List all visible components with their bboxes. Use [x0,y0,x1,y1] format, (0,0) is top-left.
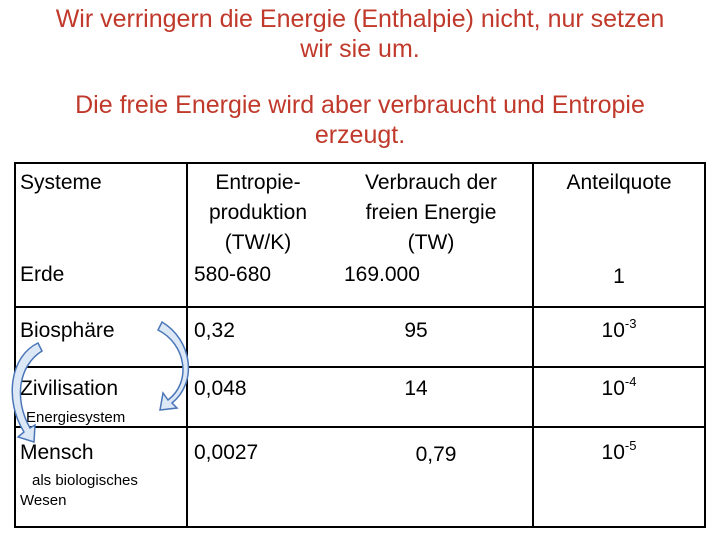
row-biosphaere-energy: 95 [404,319,428,342]
row-zivilisation-energy: 14 [404,377,428,400]
quota-base: 10 [601,319,625,342]
table-divider [16,306,704,308]
title-line-1: Wir verringern die Energie (Enthalpie) n… [55,5,665,33]
row-mensch-note: als biologisches Wesen [20,471,138,511]
row-zivilisation-note: Energiesystem [26,409,126,426]
header-energy-line: freien Energie [365,201,497,224]
table-divider [186,164,188,526]
table-divider [16,366,704,368]
header-energy-line: (TW) [407,231,455,254]
slide-subtitle: Die freie Energie wird aber verbraucht u… [0,90,720,150]
header-systems: Systeme [20,171,102,194]
header-entropy-line: Entropie- [215,171,301,194]
subtitle-line-2: erzeugt. [314,121,406,149]
header-entropy-line: (TW/K) [224,231,292,254]
cycle-arrow-left-icon [11,342,43,444]
row-erde-entropy: 580-680 [194,263,272,286]
row-biosphaere-entropy: 0,32 [194,319,235,342]
table-divider [532,164,534,526]
row-biosphaere-quota: 10-3 [534,316,704,346]
quota-exponent: -4 [624,374,637,389]
quota-exponent: -3 [624,316,637,331]
header-entropy-line: produktion [208,201,308,224]
slide-title: Wir verringern die Energie (Enthalpie) n… [0,4,720,64]
row-mensch-energy: 0,79 [415,443,457,466]
row-zivilisation-quota: 10-4 [534,374,704,404]
energy-table: Systeme Entropie- produktion (TW/K) Verb… [14,162,706,528]
row-zivilisation-system: Zivilisation [20,377,119,400]
cycle-arrow-right-icon [156,320,190,411]
row-mensch-entropy: 0,0027 [194,441,259,464]
header-quota: Anteilquote [566,171,672,194]
row-mensch-note-line: Wesen [20,492,67,509]
title-line-2: wir sie um. [300,35,420,63]
header-energy-line: Verbrauch der [365,171,497,194]
header-energy: Verbrauch der freien Energie (TW) [336,168,526,258]
row-mensch-note-line: als biologisches [32,472,138,489]
row-zivilisation-entropy: 0,048 [194,377,247,400]
row-erde-energy: 169.000 [344,263,420,286]
row-mensch-system: Mensch [20,441,94,464]
row-erde-system: Erde [20,263,65,286]
row-mensch-quota: 10-5 [534,438,704,468]
quota-base: 10 [601,441,625,464]
header-entropy: Entropie- produktion (TW/K) [188,168,328,258]
row-erde-quota: 1 [613,265,625,288]
subtitle-line-1: Die freie Energie wird aber verbraucht u… [75,91,645,119]
row-biosphaere-system: Biosphäre [20,319,115,342]
quota-base: 10 [601,377,625,400]
table-divider [16,426,704,428]
quota-exponent: -5 [624,438,637,453]
